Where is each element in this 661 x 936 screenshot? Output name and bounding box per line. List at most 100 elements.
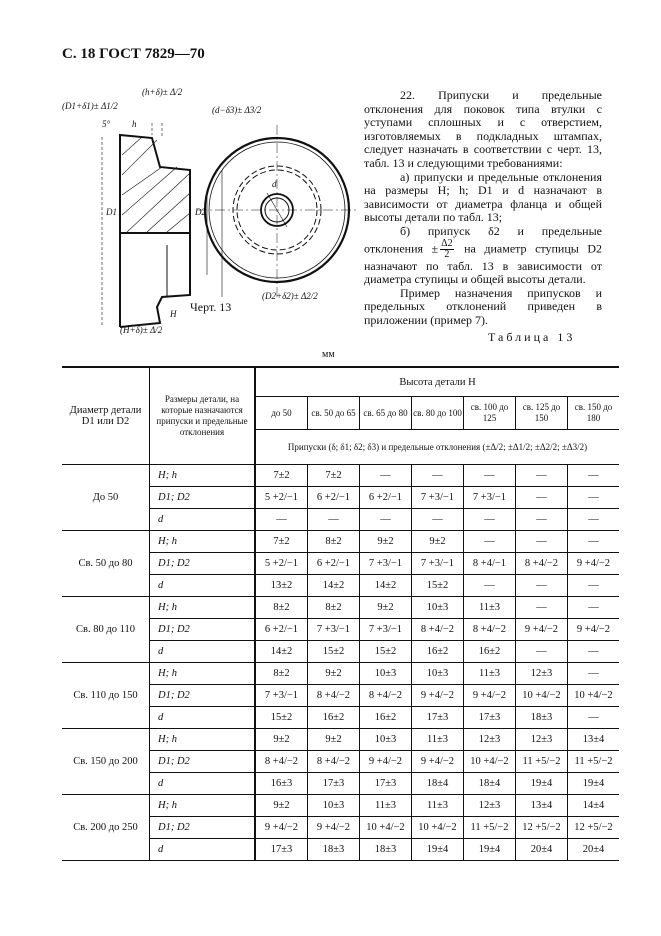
value-cell: 15±2 xyxy=(307,640,360,663)
value-cell: 9 +4/−2 xyxy=(567,552,619,575)
diameter-range-cell: Св. 50 до 80 xyxy=(62,530,150,597)
value-cell: 11 +5/−2 xyxy=(463,816,516,839)
value-cell: 14±2 xyxy=(359,574,412,597)
dimension-cell: D1; D2 xyxy=(149,684,256,707)
dimension-cell: H; h xyxy=(149,728,256,751)
dim-label-D2-delta: (D2+δ2)± Δ2/2 xyxy=(262,291,318,301)
value-cell: 11 +5/−2 xyxy=(515,750,568,773)
value-cell: 6 +2/−1 xyxy=(359,486,412,509)
dim-label-D1-delta: (D1+δ1)± Δ1/2 xyxy=(62,101,118,111)
dimension-cell: H; h xyxy=(149,794,256,817)
col-header-diameter: Диаметр детали D1 или D2 xyxy=(62,366,150,465)
value-cell: 10 +4/−2 xyxy=(515,684,568,707)
height-range-header: до 50 xyxy=(254,396,308,430)
value-cell: — xyxy=(515,574,568,597)
header-row-3: Припуски (δ; δ1; δ2; δ3) и предельные от… xyxy=(62,429,619,465)
value-cell: 14±2 xyxy=(307,574,360,597)
value-cell: 14±2 xyxy=(254,640,308,663)
part-section-outline xyxy=(119,133,191,234)
value-cell: 10 +4/−2 xyxy=(567,684,619,707)
value-cell: 13±2 xyxy=(254,574,308,597)
value-cell: — xyxy=(567,662,619,685)
dimension-cell: D1; D2 xyxy=(149,486,256,509)
table-row: Св. 50 до 80 H; h 7±2 8±2 9±2 9±2— — — xyxy=(62,530,619,597)
diameter-range-cell: До 50 xyxy=(62,464,150,531)
value-cell: 10±3 xyxy=(359,728,412,751)
value-cell: — xyxy=(307,508,360,531)
technical-drawing: (h+δ)± Δ/2 h 5° (d−δ3)± Δ3/2 (D1+δ1)± Δ1… xyxy=(62,87,357,335)
value-cell: — xyxy=(567,640,619,663)
dimension-cell: H; h xyxy=(149,596,256,619)
value-cell: 9 +4/−2 xyxy=(515,618,568,641)
fraction: Δ2 2 xyxy=(440,238,454,260)
value-cell: 9±2 xyxy=(359,530,412,553)
dimension-cell: d xyxy=(149,772,256,795)
table-row: d 17±3 18±3 18±3 19±4 19±4 20±4 20±4 xyxy=(62,838,619,861)
value-cell: 18±3 xyxy=(515,706,568,729)
value-cell: 7 +3/−1 xyxy=(307,618,360,641)
value-cell: 10 +4/−2 xyxy=(359,816,412,839)
value-cell: — xyxy=(463,574,516,597)
value-cell: 11 +5/−2 xyxy=(567,750,619,773)
value-cell: — xyxy=(411,508,464,531)
value-cell: 10±3 xyxy=(411,596,464,619)
value-cell: 16±3 xyxy=(254,772,308,795)
value-cell: 8±2 xyxy=(254,596,308,619)
part-lower-outline xyxy=(119,232,191,328)
table-row: Св. 200 до 250 H; h 9±2 10±3 11±3 11±3 12±3 13±… xyxy=(62,794,619,861)
diameter-range-cell: Св. 150 до 200 xyxy=(62,728,150,795)
value-cell: 17±3 xyxy=(411,706,464,729)
value-cell: 9 +4/−2 xyxy=(254,816,308,839)
col-header-dimensions: Размеры детали, на которые назначаются п… xyxy=(149,366,256,465)
value-cell: 11±3 xyxy=(463,596,516,619)
table-caption: Таблица 13 xyxy=(488,330,576,344)
value-cell: 8 +4/−2 xyxy=(411,618,464,641)
value-cell: 8 +4/−2 xyxy=(307,684,360,707)
table-row: Св. 80 до 110 H; h 8±2 8±2 9±2 10±3 11±3— — xyxy=(62,596,619,663)
dimension-cell: D1; D2 xyxy=(149,618,256,641)
value-cell: 7 +3/−1 xyxy=(463,486,516,509)
value-cell: 9±2 xyxy=(254,728,308,751)
figure-caption: Черт. 13 xyxy=(190,300,232,314)
value-cell: 9 +4/−2 xyxy=(359,750,412,773)
height-range-header: св. 150 до 180 xyxy=(567,396,619,430)
value-cell: 9±2 xyxy=(359,596,412,619)
table-row: d 14±2 15±2 15±2 16±2 16±2— — xyxy=(62,640,619,663)
table-row: D1; D2 9 +4/−2 9 +4/−2 10 +4/−2 10 +4/−2 11 +… xyxy=(62,816,619,839)
angle-label: 5° xyxy=(102,119,111,129)
value-cell: — xyxy=(411,464,464,487)
value-cell: 10±3 xyxy=(359,662,412,685)
value-cell: 5 +2/−1 xyxy=(254,552,308,575)
value-cell: 11±3 xyxy=(359,794,412,817)
value-cell: 19±4 xyxy=(463,838,516,861)
dim-label-D1: D1 xyxy=(105,207,117,217)
height-range-header: св. 125 до 150 xyxy=(515,396,568,430)
value-cell: 9 +4/−2 xyxy=(411,684,464,707)
height-range-header: св. 65 до 80 xyxy=(359,396,412,430)
value-cell: — xyxy=(515,508,568,531)
value-cell: 6 +2/−1 xyxy=(307,552,360,575)
diameter-range-cell: Св. 200 до 250 xyxy=(62,794,150,861)
height-range-header: св. 100 до 125 xyxy=(463,396,516,430)
value-cell: — xyxy=(567,486,619,509)
value-cell: 6 +2/−1 xyxy=(307,486,360,509)
value-cell: 8±2 xyxy=(307,530,360,553)
value-cell: 19±4 xyxy=(411,838,464,861)
height-range-header: св. 50 до 65 xyxy=(307,396,360,430)
value-cell: 17±3 xyxy=(463,706,516,729)
fraction-denominator: 2 xyxy=(444,248,450,260)
body-text: 22. Припуски и предельные отклонения для… xyxy=(364,88,602,328)
value-cell: 19±4 xyxy=(515,772,568,795)
value-cell: 8 +4/−2 xyxy=(463,618,516,641)
header-row-ranges: до 50 св. 50 до 65 св. 65 до 80 св. 80 до 1… xyxy=(62,396,619,430)
value-cell: 9 +4/−2 xyxy=(567,618,619,641)
dimension-cell: H; h xyxy=(149,530,256,553)
dim-label-H: H xyxy=(169,309,177,319)
value-cell: 10±3 xyxy=(307,794,360,817)
value-cell: 16±2 xyxy=(359,706,412,729)
value-cell: 9±2 xyxy=(307,662,360,685)
value-cell: 8±2 xyxy=(254,662,308,685)
value-cell: 8±2 xyxy=(307,596,360,619)
diameter-range-cell: Св. 80 до 110 xyxy=(62,596,150,663)
